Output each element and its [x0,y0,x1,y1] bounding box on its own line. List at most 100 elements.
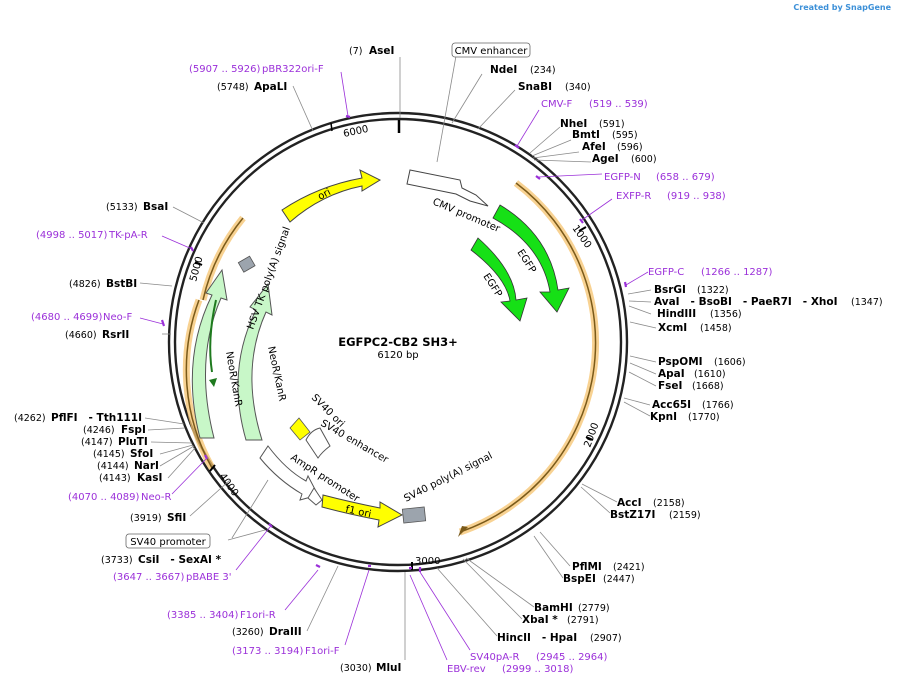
sv40-promoter-box[interactable] [125,533,211,549]
site-name[interactable]: NarI [134,460,159,472]
site-leaders [139,55,657,660]
site-name[interactable]: SfoI [130,448,153,460]
f1-ori-arrow[interactable] [321,494,404,528]
site-name[interactable]: HindIII [657,308,696,320]
site-name[interactable]: CsiI - SexAI * [138,554,222,566]
site-pos: (7) [349,46,362,57]
site-name[interactable]: ApaI [658,368,685,380]
ori-arrow[interactable] [281,169,382,223]
primer-label[interactable]: TK-pA-R [108,230,148,241]
sv40-ori-box[interactable] [289,417,311,441]
site-pos: (3260) [232,627,264,638]
primer-label[interactable]: EXFP-R [616,191,651,202]
tick-5000 [194,261,203,266]
primer-range: (1266 .. 1287) [701,267,773,278]
neor-inner-arrow[interactable] [237,282,273,441]
site-name[interactable]: ApaLI [254,81,287,93]
primer-range: (3647 .. 3667) [113,572,185,583]
site-name[interactable]: AseI [369,45,394,57]
site-name[interactable]: BsrGI [654,284,686,296]
primer-label[interactable]: F1ori-R [240,610,276,621]
site-name[interactable]: RsrII [102,329,129,341]
site-name[interactable]: KasI [137,472,162,484]
site-name[interactable]: AfeI [582,141,606,153]
primer-range: (658 .. 679) [656,172,715,183]
site-pos: (340) [565,82,591,93]
hsv-tk-polya-box[interactable] [237,255,256,273]
site-name[interactable]: BstZ17I [610,509,655,521]
site-name[interactable]: XcmI [658,322,687,334]
site-pos: (2791) [567,615,599,626]
credit-brand: SnapGene [845,3,891,12]
site-name[interactable]: NdeI [490,64,517,76]
f1-ori-label: f1 ori [344,504,372,520]
site-name[interactable]: AvaI - BsoBI - PaeR7I - XhoI [654,296,838,308]
neor-outer-arrow[interactable] [191,268,228,439]
primer-label[interactable]: EBV-rev [447,664,486,675]
site-name[interactable]: MluI [376,662,401,674]
site-name[interactable]: AccI [617,497,641,509]
site-pos: (1347) [851,297,883,308]
primer-label[interactable]: EGFP-C [648,267,684,278]
primer-range: (3173 .. 3194) [232,646,304,657]
site-name[interactable]: DraIII [269,626,302,638]
sv40-enhancer-arrow[interactable] [305,427,331,459]
site-pos: (600) [631,154,657,165]
primer-label[interactable]: CMV-F [541,99,572,110]
cmv-enhancer-label: CMV enhancer [455,46,529,57]
tick-label-3000: 3000 [415,556,440,567]
backbone-inner-ring [173,117,623,567]
primer-label[interactable]: Neo-F [103,312,133,323]
site-pos: (5748) [217,82,249,93]
site-pos: (2779) [578,603,610,614]
site-name[interactable]: KpnI [650,411,677,423]
site-name[interactable]: BmtI [572,129,600,141]
site-pos: (1668) [692,381,724,392]
site-name[interactable]: NheI [560,118,587,130]
site-name[interactable]: FseI [658,380,682,392]
egfp-inner-arrow[interactable] [470,237,528,322]
site-name[interactable]: PspOMI [658,356,703,368]
orf-arc-neor-line [185,299,213,469]
site-name[interactable]: PflMI [572,561,602,573]
tick-6000 [330,122,333,132]
site-name[interactable]: XbaI * [522,614,558,626]
primer-label[interactable]: Neo-R [141,492,172,503]
primer-label[interactable]: pBR322ori-F [262,64,324,75]
sv40-polya-box[interactable] [401,506,427,524]
site-name[interactable]: SnaBI [518,81,552,93]
egfp-outer-arrow[interactable] [492,204,570,313]
site-pos: (234) [530,65,556,76]
site-name[interactable]: BstBI [106,278,137,290]
site-pos: (595) [612,130,638,141]
site-name[interactable]: BspEI [563,573,596,585]
site-name[interactable]: HincII - HpaI [497,632,577,644]
site-pos: (4145) [93,449,125,460]
credit-prefix: Created by [793,3,843,12]
site-name[interactable]: PluTI [118,436,148,448]
tick-label-2000: 2000 [582,421,601,449]
site-pos: (1606) [714,357,746,368]
cmv-promoter-arrow[interactable] [406,169,489,207]
primer-label[interactable]: pBABE 3' [186,572,232,583]
site-pos: (591) [599,119,625,130]
site-pos: (2158) [653,498,685,509]
site-name[interactable]: BsaI [143,201,168,213]
cmv-enhancer-box[interactable] [451,42,531,58]
site-name[interactable]: AgeI [592,153,619,165]
site-name[interactable]: FspI [121,424,146,436]
site-name[interactable]: SfiI [167,512,186,524]
primer-label[interactable]: SV40pA-R [470,652,519,663]
primer-label[interactable]: F1ori-F [305,646,340,657]
primer-range: (4070 .. 4089) [68,492,140,503]
site-name[interactable]: Acc65I [652,399,691,411]
tick-4000 [209,464,216,472]
site-name[interactable]: PflFI - Tth111I [51,412,142,424]
primer-range: (2999 .. 3018) [502,664,574,675]
primer-marks [160,114,628,572]
site-name[interactable]: BamHI [534,602,573,614]
site-pos: (2907) [590,633,622,644]
ampr-promoter-small [307,487,323,506]
primer-label[interactable]: EGFP-N [604,172,641,183]
